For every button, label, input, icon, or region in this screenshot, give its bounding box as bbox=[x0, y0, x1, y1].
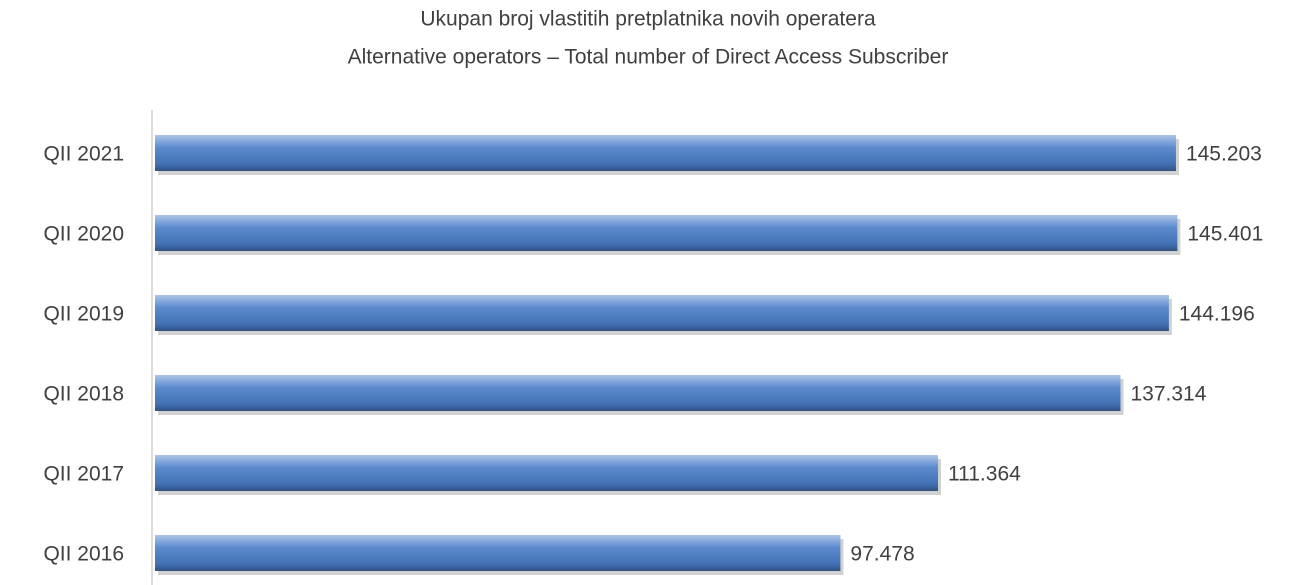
chart-title: Ukupan broj vlastitih pretplatnika novih… bbox=[420, 8, 876, 31]
y-tick-label: QII 2018 bbox=[43, 383, 124, 406]
value-label: 137.314 bbox=[1130, 383, 1206, 406]
bar-highlight bbox=[155, 295, 1169, 331]
value-label: 145.401 bbox=[1187, 223, 1263, 246]
value-label: 97.478 bbox=[850, 543, 914, 566]
bar-highlight bbox=[155, 215, 1178, 251]
y-tick-label: QII 2021 bbox=[43, 143, 124, 166]
bar-highlight bbox=[155, 535, 841, 571]
value-label: 111.364 bbox=[948, 463, 1021, 486]
y-tick-label: QII 2019 bbox=[43, 303, 124, 326]
chart-subtitle: Alternative operators – Total number of … bbox=[348, 46, 949, 69]
y-tick-label: QII 2017 bbox=[43, 463, 124, 486]
bar-highlight bbox=[155, 135, 1176, 171]
bar-highlight bbox=[155, 375, 1121, 411]
y-tick-label: QII 2016 bbox=[43, 543, 124, 566]
y-tick-label: QII 2020 bbox=[43, 223, 124, 246]
value-label: 144.196 bbox=[1179, 303, 1255, 326]
bar-highlight bbox=[155, 455, 939, 491]
value-label: 145.203 bbox=[1186, 143, 1262, 166]
